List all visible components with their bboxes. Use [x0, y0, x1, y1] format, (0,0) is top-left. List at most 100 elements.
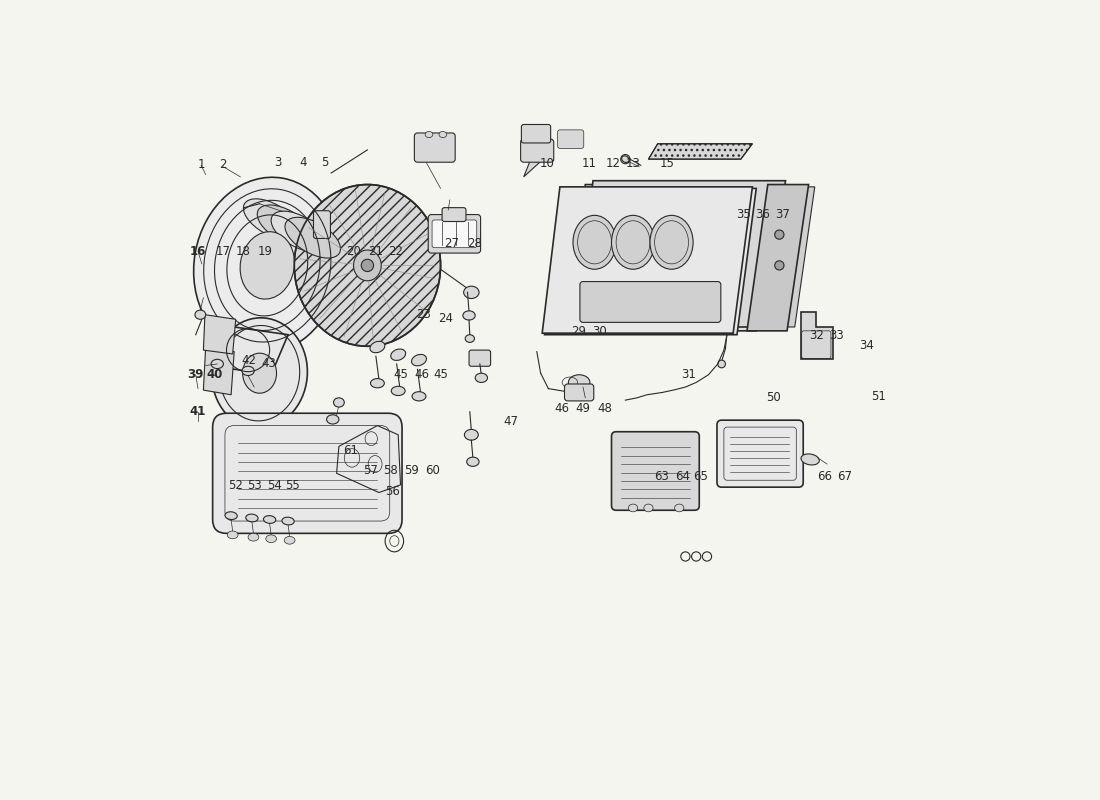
Text: 27: 27	[444, 238, 460, 250]
Ellipse shape	[644, 504, 653, 512]
Ellipse shape	[412, 392, 426, 401]
Text: 1: 1	[198, 158, 205, 171]
FancyBboxPatch shape	[212, 414, 403, 534]
Polygon shape	[204, 346, 234, 394]
Text: 4: 4	[299, 156, 307, 169]
Polygon shape	[204, 314, 235, 354]
Text: 41: 41	[189, 405, 206, 418]
Text: 40: 40	[207, 368, 223, 381]
Text: 51: 51	[871, 390, 887, 403]
Text: 22: 22	[388, 245, 404, 258]
FancyBboxPatch shape	[314, 210, 330, 238]
Text: 20: 20	[346, 245, 361, 258]
Ellipse shape	[439, 131, 447, 138]
Ellipse shape	[717, 360, 726, 368]
Text: 10: 10	[539, 158, 554, 170]
Text: 30: 30	[592, 325, 607, 338]
Ellipse shape	[361, 259, 374, 271]
Text: 49: 49	[575, 402, 590, 415]
Text: 39: 39	[187, 368, 204, 381]
Ellipse shape	[257, 205, 312, 246]
Ellipse shape	[271, 211, 327, 252]
Text: 63: 63	[653, 470, 669, 483]
Ellipse shape	[390, 349, 406, 361]
FancyBboxPatch shape	[580, 282, 720, 322]
Ellipse shape	[392, 386, 405, 395]
Ellipse shape	[212, 318, 307, 429]
Text: 48: 48	[597, 402, 612, 415]
Polygon shape	[568, 185, 776, 331]
Ellipse shape	[573, 215, 616, 270]
Text: 16: 16	[189, 245, 206, 258]
Text: 57: 57	[363, 464, 378, 477]
Ellipse shape	[411, 354, 427, 366]
Polygon shape	[337, 426, 400, 493]
Polygon shape	[524, 142, 548, 177]
Ellipse shape	[333, 398, 344, 407]
Polygon shape	[616, 436, 695, 482]
Text: 32: 32	[808, 329, 824, 342]
Ellipse shape	[226, 512, 238, 519]
Ellipse shape	[463, 311, 475, 320]
Ellipse shape	[621, 156, 629, 162]
Text: 45: 45	[433, 368, 449, 381]
Polygon shape	[542, 187, 752, 333]
Ellipse shape	[211, 359, 223, 369]
FancyBboxPatch shape	[415, 133, 455, 162]
Text: 15: 15	[660, 158, 674, 170]
Ellipse shape	[475, 373, 487, 382]
Text: 67: 67	[837, 470, 852, 483]
Text: 2: 2	[220, 158, 227, 171]
Ellipse shape	[650, 215, 693, 270]
Text: 28: 28	[468, 238, 482, 250]
Ellipse shape	[240, 232, 295, 299]
FancyBboxPatch shape	[428, 214, 481, 253]
Polygon shape	[544, 188, 757, 334]
Text: 65: 65	[693, 470, 708, 483]
Text: 31: 31	[682, 368, 696, 381]
Text: 29: 29	[572, 325, 586, 338]
Text: 19: 19	[258, 245, 273, 258]
Text: 12: 12	[605, 158, 620, 170]
Polygon shape	[757, 187, 815, 327]
Ellipse shape	[464, 286, 480, 298]
FancyBboxPatch shape	[558, 130, 584, 148]
FancyBboxPatch shape	[717, 420, 803, 487]
Ellipse shape	[327, 414, 339, 424]
Text: 17: 17	[216, 245, 231, 258]
Text: 18: 18	[236, 245, 251, 258]
Text: 64: 64	[674, 470, 690, 483]
Text: 13: 13	[626, 158, 640, 170]
Ellipse shape	[266, 535, 276, 542]
Ellipse shape	[371, 378, 384, 388]
FancyBboxPatch shape	[469, 350, 491, 366]
Text: 47: 47	[504, 414, 519, 428]
Ellipse shape	[620, 154, 630, 164]
Text: 42: 42	[241, 354, 256, 367]
Ellipse shape	[628, 504, 638, 512]
Ellipse shape	[569, 374, 590, 390]
Text: 43: 43	[262, 358, 276, 370]
Text: 37: 37	[774, 208, 790, 221]
Ellipse shape	[464, 430, 478, 440]
Ellipse shape	[245, 514, 258, 522]
Ellipse shape	[195, 310, 206, 319]
Ellipse shape	[264, 516, 276, 523]
Ellipse shape	[425, 131, 433, 138]
Polygon shape	[209, 326, 288, 374]
Polygon shape	[747, 185, 808, 331]
Text: 59: 59	[404, 464, 419, 477]
FancyBboxPatch shape	[442, 208, 466, 222]
Text: 46: 46	[554, 402, 570, 415]
FancyBboxPatch shape	[521, 125, 551, 143]
Text: 24: 24	[438, 313, 453, 326]
Ellipse shape	[612, 215, 654, 270]
Text: 11: 11	[582, 158, 596, 170]
Ellipse shape	[370, 342, 385, 353]
Text: 60: 60	[425, 464, 440, 477]
Ellipse shape	[284, 537, 295, 544]
Polygon shape	[649, 144, 752, 159]
Text: 58: 58	[384, 464, 398, 477]
Text: 21: 21	[368, 245, 383, 258]
Ellipse shape	[295, 185, 440, 346]
